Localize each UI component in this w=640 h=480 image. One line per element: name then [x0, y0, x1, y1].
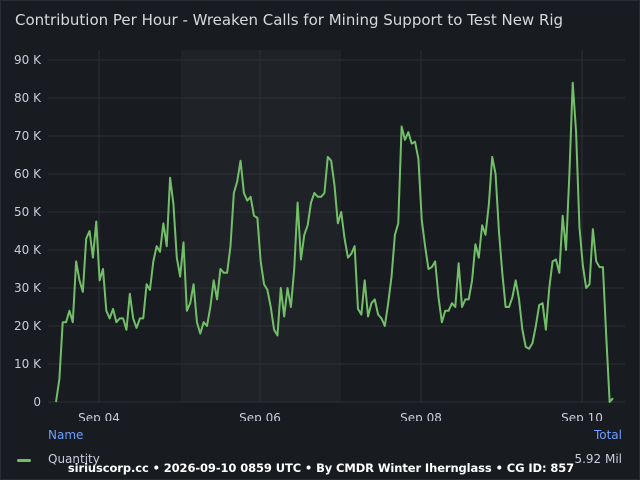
- legend-swatch: [17, 459, 31, 462]
- y-tick-label: 50 K: [14, 205, 42, 219]
- y-tick-label: 90 K: [14, 53, 42, 67]
- x-tick-label: Sep 04: [78, 411, 120, 421]
- line-chart[interactable]: 0 10 K 20 K 30 K 40 K 50 K 60 K 70 K 80 K 90 K Se…: [1, 1, 640, 421]
- y-tick-label: 70 K: [14, 129, 42, 143]
- legend-name-header[interactable]: Name: [48, 428, 84, 442]
- y-tick-label: 20 K: [14, 319, 42, 333]
- legend-total-header[interactable]: Total: [593, 428, 622, 442]
- series-line-quantity[interactable]: [55, 81, 614, 403]
- x-tick-label: Sep 06: [239, 411, 281, 421]
- x-tick-label: Sep 08: [400, 411, 442, 421]
- y-tick-label: 40 K: [14, 243, 42, 257]
- y-tick-label: 30 K: [14, 281, 42, 295]
- y-axis: 0 10 K 20 K 30 K 40 K 50 K 60 K 70 K 80 K 90 K: [14, 53, 42, 409]
- y-tick-label: 60 K: [14, 167, 42, 181]
- x-tick-label: Sep 10: [561, 411, 603, 421]
- legend-series-total: 5.92 Mil: [574, 452, 622, 466]
- footer-credit: siriuscorp.cc • 2026-09-10 0859 UTC • By…: [67, 461, 575, 475]
- panel-title: Contribution Per Hour - Wreaken Calls fo…: [15, 11, 564, 29]
- y-tick-label: 10 K: [14, 357, 42, 371]
- y-tick-label: 80 K: [14, 91, 42, 105]
- y-tick-label: 0: [33, 395, 41, 409]
- grid: [48, 50, 625, 403]
- highlight-band: [181, 50, 341, 402]
- x-axis: Sep 04 Sep 06 Sep 08 Sep 10: [78, 411, 603, 421]
- legend-series-name[interactable]: Quantity: [48, 452, 100, 466]
